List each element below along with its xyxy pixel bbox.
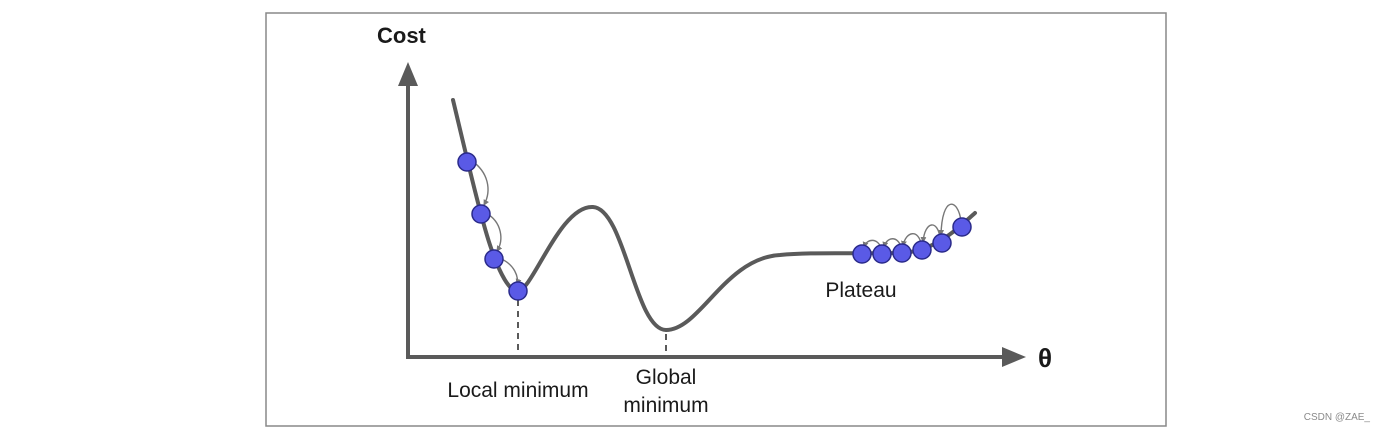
descent-ball	[508, 281, 528, 301]
plateau-ball	[952, 217, 972, 237]
global-minimum-label-line1: Global	[636, 366, 697, 389]
plateau-ball	[912, 240, 932, 260]
plateau-ball	[932, 233, 952, 253]
descent-balls	[457, 152, 528, 301]
global-minimum-label-line2: minimum	[623, 394, 708, 417]
descent-ball	[457, 152, 477, 172]
plateau-ball	[852, 244, 872, 264]
plateau-balls	[852, 217, 972, 264]
plateau-ball	[872, 244, 892, 264]
plateau-ball	[892, 243, 912, 263]
x-axis	[406, 347, 1026, 367]
plateau-label: Plateau	[825, 279, 896, 302]
y-axis-label: Cost	[377, 23, 427, 48]
figure-frame	[265, 12, 1167, 427]
y-axis-arrowhead	[398, 62, 418, 86]
y-axis	[398, 62, 418, 357]
watermark: CSDN @ZAE_	[1304, 412, 1371, 423]
x-axis-label: θ	[1038, 343, 1052, 373]
local-minimum-label: Local minimum	[447, 379, 588, 402]
descent-ball	[471, 204, 491, 224]
descent-ball	[484, 249, 504, 269]
x-axis-arrowhead	[1002, 347, 1026, 367]
